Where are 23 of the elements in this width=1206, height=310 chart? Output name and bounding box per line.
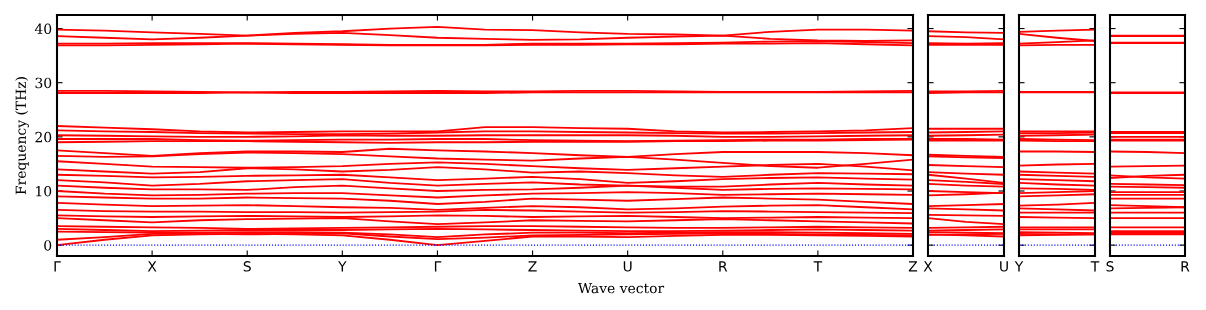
y-tick-label: 30 bbox=[35, 77, 52, 89]
x-tick-label: Γ bbox=[434, 261, 442, 272]
y-axis-title: Frequency (THz) bbox=[15, 77, 29, 195]
x-tick-label: Y bbox=[338, 261, 347, 272]
x-tick-label: X bbox=[923, 261, 933, 272]
x-tick-label: R bbox=[1181, 261, 1190, 272]
x-axis-title: Wave vector bbox=[577, 282, 665, 294]
y-tick-label: 10 bbox=[36, 185, 52, 197]
x-tick-label: Γ bbox=[54, 261, 61, 272]
x-tick-label: Y bbox=[1014, 261, 1024, 272]
x-tick-label: U bbox=[1000, 261, 1008, 272]
x-tick-label: S bbox=[243, 261, 251, 272]
x-tick-label: T bbox=[1090, 261, 1100, 272]
x-tick-label: U bbox=[623, 261, 632, 272]
y-tick-label: 40 bbox=[34, 23, 52, 35]
y-tick-label: 0 bbox=[44, 240, 52, 251]
x-tick-label: R bbox=[719, 261, 728, 272]
x-tick-label: Z bbox=[528, 261, 537, 272]
x-tick-label: S bbox=[1106, 261, 1114, 272]
y-tick-label: 20 bbox=[35, 131, 52, 143]
x-tick-label: X bbox=[147, 261, 157, 272]
x-tick-label: Z bbox=[908, 261, 918, 272]
x-tick-label: T bbox=[813, 261, 823, 272]
